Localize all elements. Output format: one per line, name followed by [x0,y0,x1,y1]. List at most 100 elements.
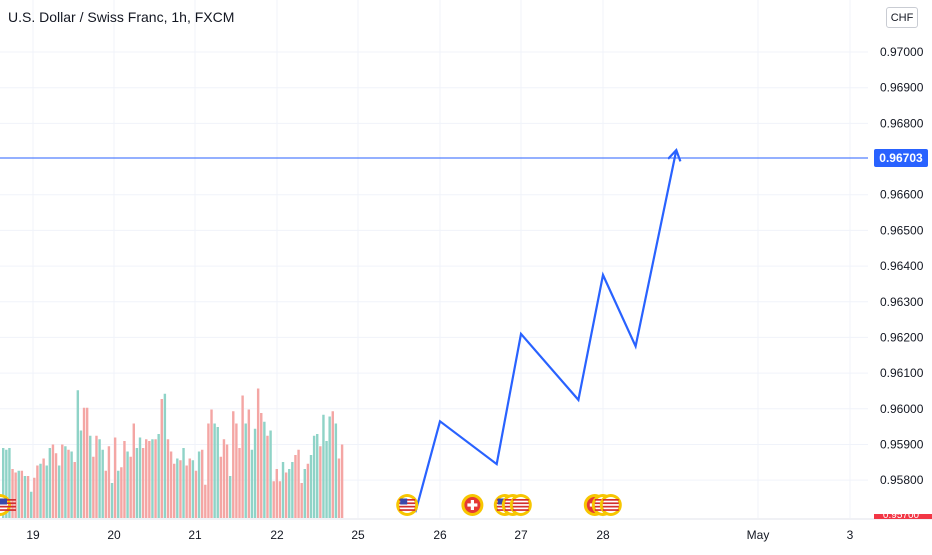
volume-bar [182,448,185,518]
volume-bar [89,435,92,518]
volume-bar [110,483,114,518]
volume-bar [263,421,266,518]
volume-bar [340,444,344,518]
us-flag-stripe [602,509,619,511]
volume-bar [36,465,39,518]
volume-bar [256,388,260,518]
volume-bar [319,446,322,518]
price-tick-label: 0.96400 [880,259,924,273]
volume-bar [232,411,235,518]
volume-bar [113,437,117,518]
volume-bar [297,449,300,518]
volume-bar [253,428,257,518]
volume-bar [312,435,316,518]
volume-bar [67,449,70,518]
volume-bar [14,472,17,518]
volume-bar [132,423,135,518]
swiss-cross-h [467,503,478,507]
volume-bar [145,439,148,518]
volume-bar [266,435,269,518]
us-flag-bg [512,497,529,513]
volume-bar [95,435,98,518]
volume-bar [120,467,123,518]
volume-bar [322,414,325,518]
swiss-flag-icon[interactable] [461,494,484,516]
volume-bar [54,453,58,518]
us-flag-stripe [512,499,529,501]
price-tick-label: 0.97000 [880,45,924,59]
volume-bar [141,448,145,518]
volume-bar [303,469,306,518]
volume-bar [173,463,176,518]
volume-bar [64,446,67,518]
volume-bar [26,476,30,518]
time-tick-label: 26 [433,528,447,542]
time-tick-label: 21 [188,528,202,542]
us-flag-icon[interactable] [0,494,16,516]
volume-bar [213,423,216,518]
price-axis[interactable]: 0.97000 0.96900 0.96800 0.96600 0.96500 0.964… [870,0,932,550]
volume-bar [325,441,328,518]
time-tick-label: May [747,528,770,542]
time-tick-label: 28 [596,528,610,542]
volume-bar [210,409,213,518]
us-flag-stripe [0,499,16,501]
volume-bar [148,441,151,518]
volume-bar [204,484,207,518]
volume-bar [160,399,163,518]
volume-bar [11,469,14,518]
volume-bar [222,439,226,518]
volume-bar [42,458,45,518]
us-flag-canton [497,498,505,505]
volume-bar [5,449,8,518]
volume-bar [154,439,157,518]
volume-bar [316,434,319,518]
us-flag-stripe [0,505,16,508]
volume-bar [138,437,142,518]
volume-bar [272,481,275,518]
volume-bar [225,444,229,518]
volume-bar [238,448,241,518]
volume-bar [194,470,198,518]
currency-selector[interactable]: CHF [886,7,918,28]
price-tick-label: 0.96600 [880,188,924,202]
volume-bar [260,413,263,518]
volume-bar [61,444,64,518]
economic-events[interactable] [0,494,622,516]
volume-bar [185,465,188,518]
volume-bar [135,448,139,518]
volume-bar [51,444,55,518]
current-price-badge [874,148,928,167]
us-flag-icon[interactable] [396,494,419,516]
price-tick-label: 0.96000 [880,402,924,416]
price-badges: 0.96703 0.95700 [874,148,932,521]
volume-bar [328,416,331,518]
time-tick-label: 27 [514,528,528,542]
volume-bar [216,427,219,518]
volume-bar [294,455,297,518]
us-flag-icon[interactable] [509,494,532,516]
volume-bar [166,439,170,518]
projection-line[interactable] [414,149,678,513]
us-flag-icon[interactable] [599,494,622,516]
time-axis[interactable]: 19 20 21 22 25 26 27 28 May 3 [0,518,932,550]
us-flag-stripe [602,499,619,501]
volume-bar [188,458,191,518]
volume-bar [151,439,154,518]
volume-bar [288,469,291,518]
volume-bar [300,483,303,518]
volume-bar [73,462,76,518]
price-tick-label: 0.96200 [880,330,924,344]
volume-bar [157,434,160,518]
volume-bar [123,441,126,518]
volume-bar [98,439,101,518]
volume-bar [337,458,341,518]
volume-bar [163,393,167,518]
chart-title: U.S. Dollar / Swiss Franc, 1h, FXCM [8,9,235,25]
volume-bar [275,469,279,518]
volume-bar [331,411,334,518]
bottom-price-label: 0.95700 [883,510,920,521]
time-tick-label: 3 [847,528,854,542]
volume-bar [117,470,120,518]
